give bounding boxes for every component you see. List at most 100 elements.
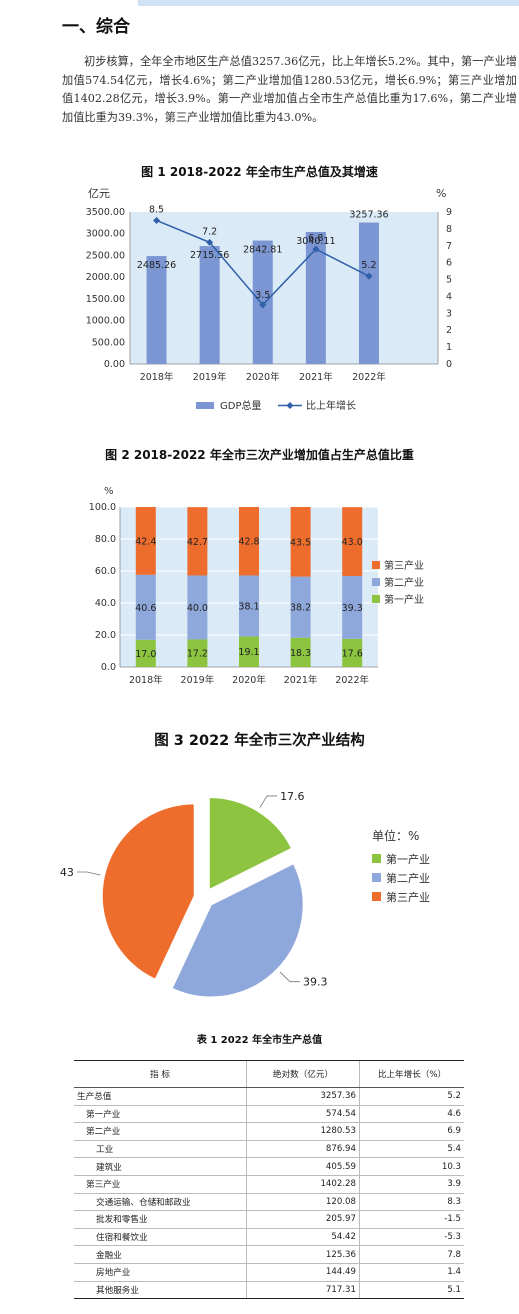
table-row: 第二产业 1280.53 6.9 — [74, 1122, 464, 1141]
fig2-stack-segment — [239, 575, 259, 637]
fig2-stack-segment — [239, 507, 259, 576]
fig2-x-tick-label: 2021年 — [284, 674, 318, 686]
fig1-legend-line-marker — [286, 402, 294, 409]
table-cell-growth: 7.8 — [359, 1245, 464, 1264]
table-cell-growth: 10.3 — [359, 1157, 464, 1176]
fig1-right-unit: % — [436, 187, 446, 200]
table-row: 批发和零售业 205.97 -1.5 — [74, 1210, 464, 1229]
fig1-legend-bar-swatch — [196, 402, 214, 409]
table-cell-growth: 4.6 — [359, 1105, 464, 1124]
fig1-y2-tick-label: 8 — [446, 224, 452, 235]
fig3-pie-slice — [208, 796, 293, 891]
fig2-stack-segment — [342, 507, 363, 576]
fig1-y-tick-label: 1000.00 — [86, 316, 125, 327]
fig1-y-tick-label: 1500.00 — [86, 294, 125, 305]
table-cell-indicator: 金融业 — [74, 1245, 247, 1264]
table-cell-value: 717.31 — [246, 1281, 360, 1300]
table-cell-indicator: 建筑业 — [74, 1157, 247, 1176]
table-row: 生产总值 3257.36 5.2 — [74, 1087, 464, 1106]
fig1-x-tick-label: 2019年 — [193, 371, 227, 383]
table-header-indicator: 指 标 — [74, 1060, 247, 1088]
gdp-table: 指 标 绝对数（亿元） 比上年增长（%） 生产总值 3257.36 5.2 第一产业 5… — [74, 1060, 464, 1300]
fig3-unit-label: 单位：% — [372, 828, 419, 843]
fig2-stack-segment — [187, 639, 208, 667]
table-row: 第三产业 1402.28 3.9 — [74, 1175, 464, 1194]
fig1-y-tick-label: 0.00 — [104, 359, 125, 370]
fig1-gdp-bar-label: 2842.81 — [243, 245, 282, 256]
table-cell-value: 1280.53 — [246, 1122, 360, 1141]
fig1-title: 图 1 2018-2022 年全市生产总值及其增速 — [141, 165, 378, 179]
table-row: 第一产业 574.54 4.6 — [74, 1105, 464, 1124]
fig2-segment-label: 17.6 — [342, 648, 363, 659]
fig3-leader-line — [259, 795, 278, 809]
table-cell-indicator: 第三产业 — [74, 1175, 247, 1194]
table-cell-value: 876.94 — [246, 1140, 360, 1159]
fig1-gdp-bar — [146, 256, 167, 364]
table-cell-value: 120.08 — [246, 1193, 360, 1212]
fig2-segment-label: 40.6 — [135, 603, 156, 614]
table-cell-value: 3257.36 — [246, 1087, 360, 1106]
fig1-y-tick-label: 500.00 — [92, 337, 125, 348]
table-row: 工业 876.94 5.4 — [74, 1140, 464, 1159]
fig2-segment-label: 38.2 — [290, 603, 311, 614]
table-row: 交通运输、仓储和邮政业 120.08 8.3 — [74, 1193, 464, 1212]
fig2-stack-segment — [239, 636, 259, 667]
fig2-segment-label: 43.0 — [342, 537, 363, 548]
fig3-leader-line — [279, 971, 300, 983]
table-cell-value: 125.36 — [246, 1245, 360, 1264]
section-heading: 一、综合 — [62, 17, 130, 37]
fig2-legend-swatch — [372, 578, 380, 586]
fig3-legend-swatch — [372, 873, 381, 882]
fig1-y2-tick-label: 5 — [446, 275, 452, 286]
table-cell-indicator: 第二产业 — [74, 1122, 247, 1141]
fig2-segment-label: 18.3 — [290, 648, 311, 659]
fig2-stack-segment — [342, 638, 363, 667]
table-cell-indicator: 其他服务业 — [74, 1281, 247, 1300]
fig2-stack-segment — [135, 574, 156, 640]
fig2-segment-label: 39.3 — [342, 603, 363, 614]
table-cell-value: 144.49 — [246, 1263, 360, 1282]
table-row: 其他服务业 717.31 5.1 — [74, 1281, 464, 1300]
fig1-gdp-bar-label: 3040.11 — [296, 236, 335, 247]
fig3-legend-label: 第三产业 — [386, 890, 430, 904]
fig1-x-tick-label: 2018年 — [140, 371, 174, 383]
table-cell-growth: 5.2 — [359, 1087, 464, 1106]
fig2-unit: % — [104, 486, 114, 497]
fig2-stack-segment — [187, 575, 208, 640]
fig2-segment-label: 42.4 — [135, 536, 156, 547]
fig3-title: 图 3 2022 年全市三次产业结构 — [154, 733, 365, 749]
table-row: 房地产业 144.49 1.4 — [74, 1263, 464, 1282]
fig2-stack-segment — [290, 637, 311, 667]
fig1-y-tick-label: 3000.00 — [86, 229, 125, 240]
top-decor-bar — [138, 0, 519, 6]
fig1-gdp-bar — [358, 222, 379, 364]
fig1-growth-label: 3.5 — [255, 290, 270, 301]
table-cell-growth: -5.3 — [359, 1228, 464, 1247]
table-cell-indicator: 房地产业 — [74, 1263, 247, 1282]
fig2-segment-label: 38.1 — [238, 601, 259, 612]
fig1-y2-tick-label: 3 — [446, 308, 452, 319]
fig1-growth-label: 8.5 — [149, 204, 164, 215]
fig2-legend-label: 第二产业 — [384, 576, 424, 589]
fig3-legend-swatch — [372, 892, 381, 901]
table-cell-growth: 5.4 — [359, 1140, 464, 1159]
table-cell-value: 405.59 — [246, 1157, 360, 1176]
fig1-legend-line-label: 比上年增长 — [306, 399, 356, 412]
fig2-x-tick-label: 2022年 — [335, 674, 369, 686]
fig1-gdp-bar — [199, 246, 220, 364]
fig2-y-tick-label: 40.0 — [95, 598, 116, 609]
fig1-y2-tick-label: 9 — [446, 207, 452, 218]
table-cell-value: 574.54 — [246, 1105, 360, 1124]
fig1-plot-area — [130, 212, 438, 364]
gdp-table-container: 指 标 绝对数（亿元） 比上年增长（%） 生产总值 3257.36 5.2 第一产业 5… — [74, 1060, 464, 1300]
fig1-y-tick-label: 3500.00 — [86, 207, 125, 218]
fig1-x-tick-label: 2022年 — [352, 371, 386, 383]
fig2-x-tick-label: 2020年 — [232, 674, 266, 686]
fig1-y2-tick-label: 0 — [446, 359, 452, 370]
fig1-gdp-bar-label: 2715.56 — [190, 250, 229, 261]
table-cell-indicator: 工业 — [74, 1140, 247, 1159]
table-cell-value: 205.97 — [246, 1210, 360, 1229]
fig2-legend-swatch — [372, 561, 380, 569]
fig3-legend-label: 第二产业 — [386, 871, 430, 885]
